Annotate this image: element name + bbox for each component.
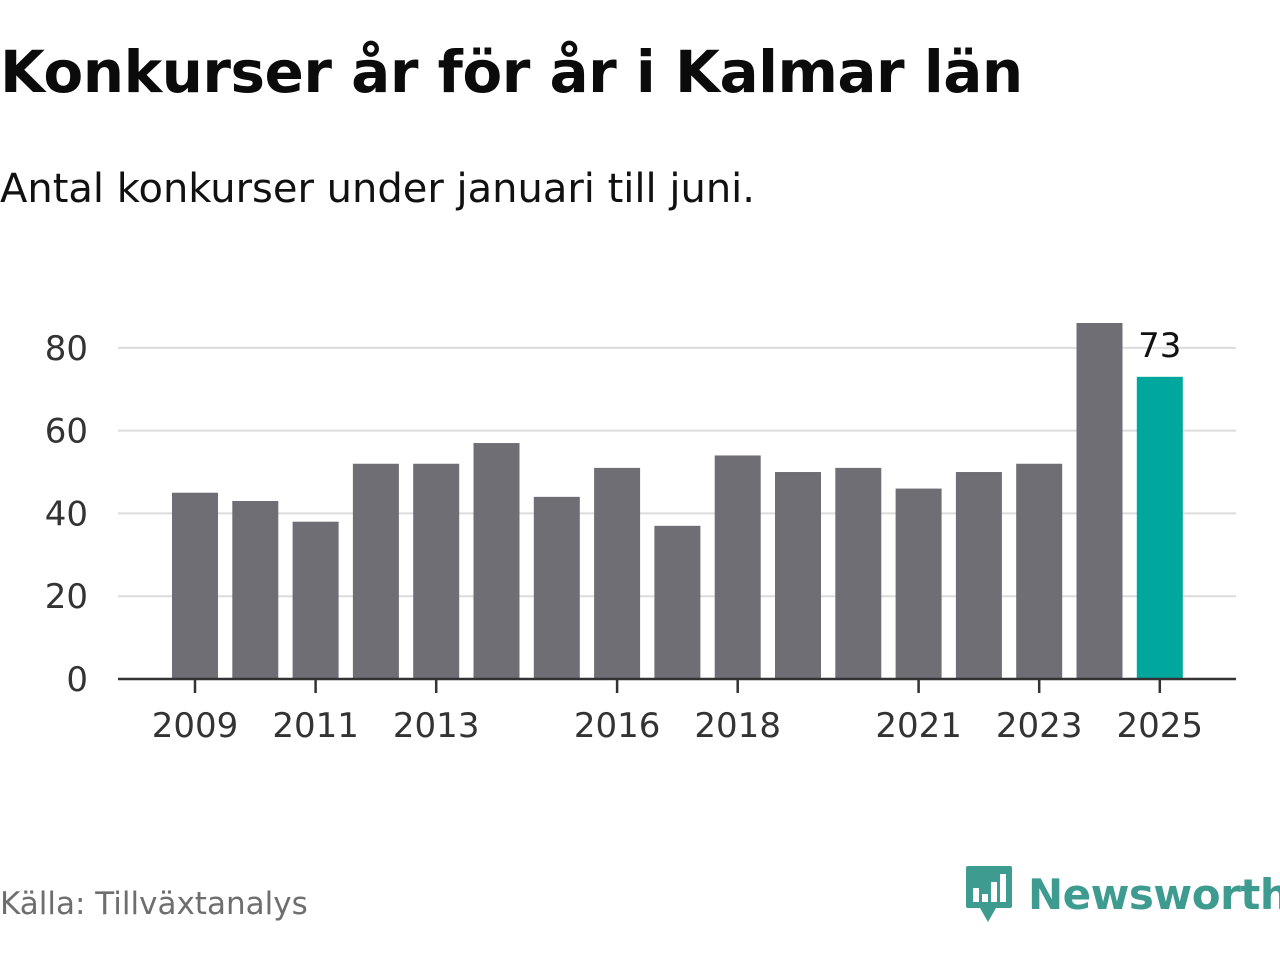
chart-title: Konkurser år för år i Kalmar län — [0, 38, 1023, 106]
y-tick-label-20: 20 — [45, 577, 88, 617]
data-labels: 73 — [1138, 326, 1181, 366]
bar-2012 — [352, 463, 399, 679]
x-tick-label-2016: 2016 — [574, 706, 661, 746]
bar-2016 — [594, 467, 641, 679]
y-tick-label-0: 0 — [66, 660, 88, 700]
bar-2021 — [895, 488, 942, 679]
newsworthy-bar-chart-icon — [966, 866, 1012, 922]
bar-2019 — [775, 472, 821, 679]
bar-2020 — [835, 467, 882, 679]
source-note: Källa: Tillväxtanalys — [0, 886, 308, 922]
bar-2015 — [533, 496, 580, 679]
bar-2018 — [714, 455, 761, 679]
newsworthy-logo: Newsworthy — [964, 864, 1280, 924]
x-tick-label-2025: 2025 — [1117, 706, 1204, 746]
brand-name: Newsworthy — [1028, 869, 1280, 919]
bar-2022 — [955, 472, 1002, 679]
y-tick-label-40: 40 — [45, 494, 88, 534]
bar-2011 — [292, 521, 339, 679]
x-tick-label-2018: 2018 — [694, 706, 781, 746]
y-axis-labels: 0 20 40 60 80 — [45, 329, 88, 700]
x-tick-label-2011: 2011 — [272, 706, 359, 746]
bar-2017 — [654, 525, 701, 679]
x-tick-label-2021: 2021 — [875, 706, 962, 746]
bar-2025 — [1136, 376, 1183, 679]
bars — [172, 323, 1183, 679]
data-label-2025: 73 — [1138, 326, 1181, 366]
x-tick-label-2009: 2009 — [152, 706, 239, 746]
chart-subtitle: Antal konkurser under januari till juni. — [0, 166, 755, 212]
bar-2010 — [232, 501, 279, 679]
bar-2014 — [473, 443, 520, 679]
y-tick-label-80: 80 — [45, 329, 88, 369]
x-axis-labels: 2009 2011 2013 2016 2018 2021 2023 2025 — [152, 706, 1203, 746]
y-tick-label-60: 60 — [45, 412, 88, 452]
bar-2013 — [413, 463, 460, 679]
x-tick-label-2013: 2013 — [393, 706, 480, 746]
bar-2024 — [1076, 323, 1123, 679]
bar-2009 — [172, 492, 218, 679]
x-tick-label-2023: 2023 — [996, 706, 1083, 746]
x-axis — [118, 677, 1236, 693]
bar-2023 — [1016, 463, 1063, 679]
